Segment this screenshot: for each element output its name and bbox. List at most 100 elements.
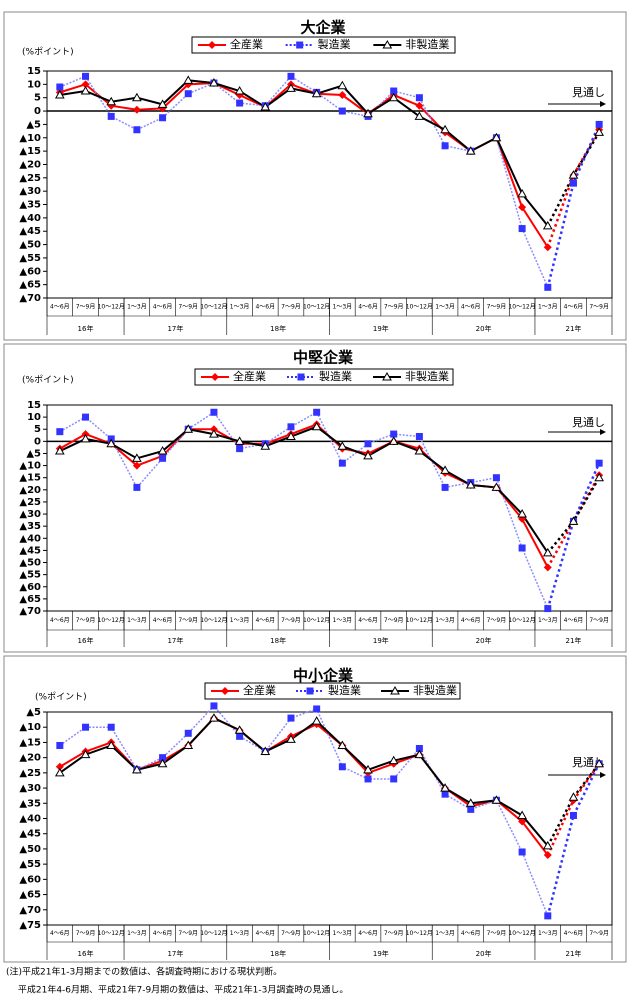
y-tick-label: ▲45 — [19, 226, 41, 237]
year-label: 21年 — [566, 324, 582, 333]
y-tick-label: 15 — [27, 66, 41, 77]
year-label: 16年 — [78, 949, 94, 958]
data-point — [440, 124, 450, 134]
x-tick-label: 7～9月 — [178, 617, 198, 624]
x-tick-label: 7～9月 — [589, 930, 609, 937]
y-tick-label: ▲40 — [19, 533, 41, 544]
data-point — [390, 775, 398, 783]
y-tick-label: ▲55 — [19, 253, 41, 264]
data-point — [337, 80, 348, 90]
x-tick-label: 7～9月 — [487, 617, 507, 624]
y-tick-label: 5 — [34, 424, 41, 435]
data-point — [236, 99, 244, 107]
y-tick-label: ▲5 — [26, 448, 41, 459]
data-point — [311, 716, 322, 725]
y-tick-label: ▲70 — [19, 606, 41, 617]
legend-marker — [211, 373, 219, 381]
data-point — [286, 83, 296, 92]
y-tick-label: ▲50 — [19, 558, 41, 569]
y-tick-label: ▲35 — [19, 798, 41, 809]
data-point — [260, 441, 271, 450]
annotation-arrowhead — [600, 429, 606, 435]
year-label: 18年 — [270, 636, 286, 645]
legend-box — [194, 368, 454, 386]
y-axis-label: (%ポイント) — [35, 692, 87, 703]
data-point — [544, 283, 552, 291]
y-tick-label: ▲20 — [19, 159, 41, 170]
data-point — [388, 92, 399, 102]
year-label: 18年 — [270, 949, 286, 958]
x-tick-label: 7～9月 — [178, 930, 198, 937]
data-point — [337, 740, 348, 749]
data-point — [390, 430, 398, 438]
x-tick-label: 4～6月 — [153, 930, 173, 937]
data-point — [465, 798, 476, 807]
x-tick-label: 1～3月 — [538, 930, 558, 937]
series-line — [59, 716, 549, 847]
data-point — [132, 461, 141, 470]
data-point — [542, 220, 553, 230]
x-tick-label: 10～12月 — [303, 930, 330, 937]
year-label: 21年 — [566, 949, 582, 958]
data-point — [517, 810, 527, 819]
data-point — [363, 108, 373, 118]
data-point — [82, 72, 90, 80]
x-tick-label: 10～12月 — [406, 617, 433, 624]
data-point — [568, 170, 579, 179]
data-point — [133, 126, 141, 134]
x-tick-label: 10～12月 — [508, 930, 535, 937]
data-point — [311, 88, 322, 98]
year-label: 16年 — [78, 324, 94, 333]
y-tick-label: ▲60 — [19, 582, 41, 593]
data-point — [338, 91, 347, 100]
data-point — [56, 428, 64, 436]
data-point — [56, 741, 64, 749]
x-tick-label: 1～3月 — [230, 304, 250, 311]
legend-label: 製造業 — [319, 369, 352, 383]
legend-label: 製造業 — [318, 37, 351, 51]
y-tick-label: ▲15 — [19, 737, 41, 748]
x-tick-label: 1～3月 — [333, 617, 353, 624]
data-point — [287, 72, 295, 80]
data-point — [364, 775, 372, 783]
x-tick-label: 7～9月 — [76, 304, 96, 311]
legend-marker — [208, 41, 216, 49]
annotation: 見通し — [572, 416, 605, 429]
x-tick-label: 10～12月 — [200, 930, 227, 937]
x-tick-label: 4～6月 — [564, 930, 584, 937]
data-point — [491, 795, 502, 804]
data-point — [287, 423, 295, 431]
data-point — [388, 436, 399, 445]
series-line — [59, 82, 549, 248]
x-tick-label: 10～12月 — [508, 304, 535, 311]
x-tick-label: 7～9月 — [589, 617, 609, 624]
x-tick-label: 4～6月 — [358, 617, 378, 624]
series-line — [59, 716, 549, 856]
y-tick-label: 0 — [34, 436, 41, 447]
data-point — [390, 87, 398, 95]
y-tick-label: ▲70 — [19, 293, 41, 304]
data-point — [388, 755, 399, 765]
data-point — [518, 848, 526, 856]
data-point — [363, 450, 373, 460]
annotation: 見通し — [572, 86, 605, 99]
x-tick-label: 10～12月 — [406, 304, 433, 311]
data-point — [159, 754, 167, 762]
x-tick-label: 4～6月 — [255, 930, 275, 937]
data-point — [260, 102, 271, 111]
chart-title: 中小企業 — [293, 667, 354, 685]
year-label: 20年 — [476, 324, 492, 333]
data-point — [594, 758, 605, 768]
data-point — [544, 605, 552, 613]
data-point — [183, 740, 194, 749]
legend-label: 全産業 — [243, 683, 276, 697]
data-point — [414, 749, 425, 759]
y-tick-label: ▲30 — [19, 509, 41, 520]
data-point — [236, 445, 244, 453]
x-tick-label: 1～3月 — [538, 304, 558, 311]
x-tick-label: 1～3月 — [333, 304, 353, 311]
data-point — [133, 483, 141, 491]
data-point — [569, 811, 577, 819]
y-tick-label: ▲50 — [19, 844, 41, 855]
